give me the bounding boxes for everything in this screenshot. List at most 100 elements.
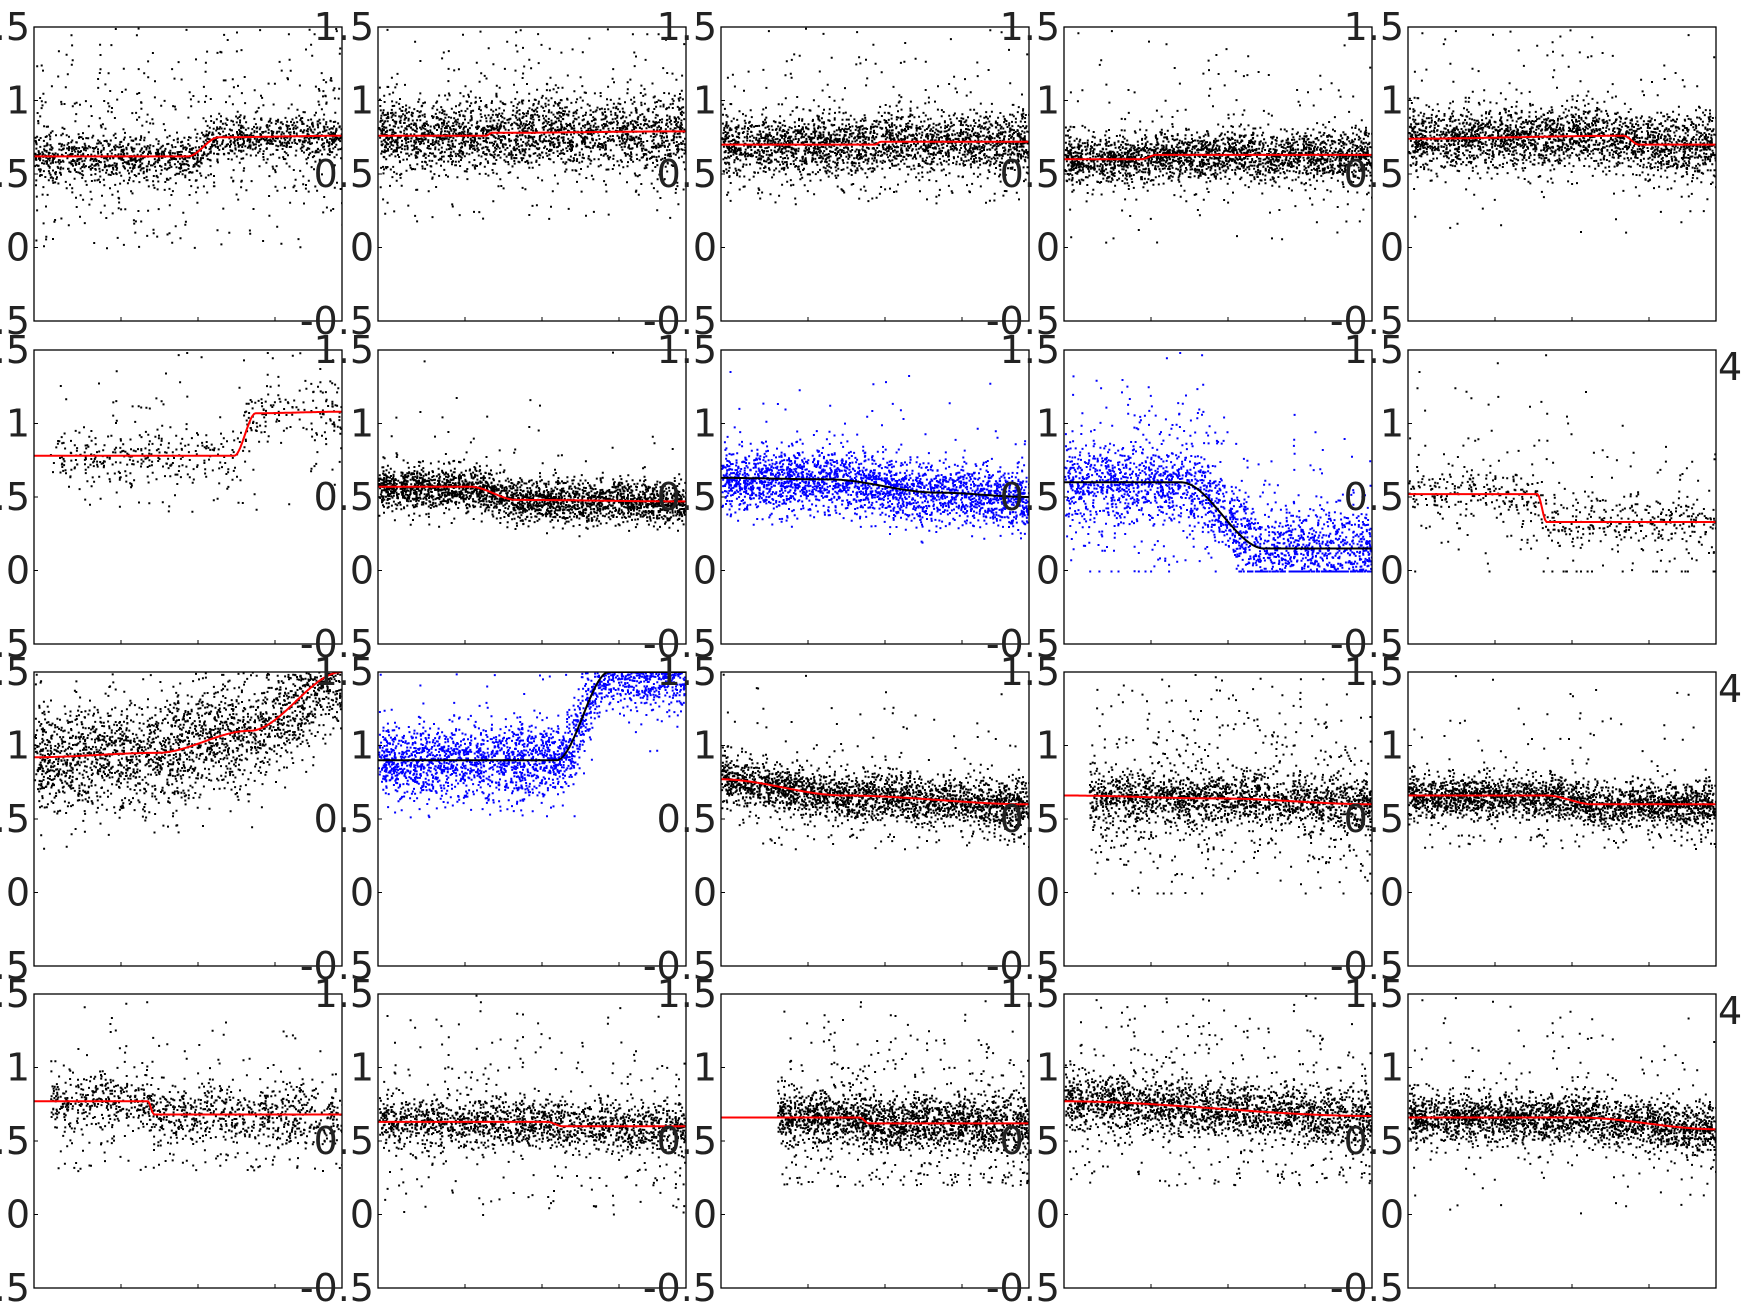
y-tick-label: 0 — [1036, 1193, 1060, 1237]
y-tick-label: 1 — [6, 724, 30, 768]
y-tick-label: 0.5 — [314, 797, 374, 841]
y-tick-label: 0.5 — [657, 152, 717, 196]
y-tick-label: 0 — [6, 1193, 30, 1237]
y-tick-label: 0 — [350, 549, 374, 593]
y-tick-label: 1.5 — [657, 650, 717, 694]
fit-line — [34, 412, 342, 456]
point-cloud — [1064, 352, 1374, 573]
panel-r1-c2 — [378, 27, 688, 321]
y-tick-label: 0 — [693, 871, 717, 915]
scatter-points — [1064, 995, 1374, 1187]
scatter-points — [1408, 997, 1718, 1214]
y-tick-label: 1.5 — [314, 328, 374, 372]
y-tick-label: 0.5 — [1344, 475, 1404, 519]
y-tick-label: 0 — [6, 226, 30, 270]
panel-r4-c2 — [378, 994, 688, 1288]
scatter-points — [378, 28, 688, 222]
point-cloud — [50, 352, 344, 513]
panel-r3-c4 — [1064, 672, 1374, 966]
panel-r4-c5 — [1408, 994, 1718, 1288]
y-tick-label: 1 — [693, 724, 717, 768]
scatter-points — [721, 371, 1031, 544]
scatter-points — [1408, 354, 1718, 572]
point-cloud — [378, 352, 688, 538]
panel-r2-c4 — [1064, 350, 1374, 644]
y-tick-label: 0 — [350, 871, 374, 915]
point-cloud — [1064, 995, 1374, 1187]
axes-frame — [378, 27, 686, 321]
panel-r1-c3 — [721, 27, 1031, 321]
y-tick-label: 0.5 — [1000, 475, 1060, 519]
y-tick-label: 0.5 — [0, 152, 30, 196]
y-tick-label: 0.5 — [314, 1119, 374, 1163]
y-tick-label: 1.5 — [657, 328, 717, 372]
y-tick-label: 1 — [350, 1046, 374, 1090]
point-cloud — [1089, 674, 1374, 895]
y-tick-label: 1.5 — [1344, 972, 1404, 1016]
scatter-points — [34, 28, 344, 250]
y-tick-label: 1.5 — [1000, 5, 1060, 49]
scatter-points — [378, 624, 688, 819]
panel-r1-c5 — [1408, 27, 1718, 321]
y-tick-label: 1 — [1036, 1046, 1060, 1090]
y-tick-label: 0.5 — [314, 152, 374, 196]
y-tick-label: 0.5 — [0, 475, 30, 519]
y-tick-label: 0 — [1380, 549, 1404, 593]
y-tick-label: 0 — [350, 1193, 374, 1237]
y-tick-label: -0.5 — [1330, 1266, 1404, 1310]
axes-frame — [1408, 994, 1716, 1288]
point-cloud — [721, 674, 1031, 851]
scatter-points — [1089, 674, 1374, 895]
scatter-points — [721, 28, 1031, 205]
y-tick-label: 1.5 — [0, 5, 30, 49]
y-tick-label: 0 — [1036, 226, 1060, 270]
y-tick-label: 1.5 — [0, 328, 30, 372]
y-tick-label: 0 — [6, 871, 30, 915]
y-tick-label: 0 — [1380, 226, 1404, 270]
y-tick-label: 0.5 — [0, 797, 30, 841]
y-tick-label: 1.5 — [1000, 650, 1060, 694]
point-cloud — [378, 624, 688, 819]
y-tick-label: 1 — [693, 79, 717, 123]
y-tick-label: -0.5 — [0, 1266, 30, 1310]
y-tick-label: 1 — [6, 1046, 30, 1090]
point-cloud — [379, 995, 688, 1216]
point-cloud — [34, 601, 344, 850]
y-tick-label: 0.5 — [657, 475, 717, 519]
y-tick-label: 0 — [1380, 1193, 1404, 1237]
scatter-points — [50, 1001, 344, 1172]
point-cloud — [777, 1000, 1031, 1187]
y-tick-label: 1 — [693, 402, 717, 446]
point-cloud — [1408, 354, 1718, 572]
partial-tick-label: 4 — [1718, 667, 1742, 711]
point-cloud — [1064, 30, 1374, 244]
point-cloud — [1408, 997, 1718, 1214]
panel-r1-c4 — [1064, 27, 1374, 321]
y-tick-label: 1.5 — [0, 972, 30, 1016]
point-cloud — [378, 28, 688, 222]
y-tick-label: 1.5 — [314, 650, 374, 694]
y-tick-label: 1 — [1380, 79, 1404, 123]
panel-r4-c1 — [34, 994, 344, 1288]
y-tick-label: 1.5 — [1344, 5, 1404, 49]
y-tick-label: 0.5 — [1000, 152, 1060, 196]
panel-r3-c3 — [721, 672, 1031, 966]
y-tick-label: -0.5 — [643, 1266, 717, 1310]
y-tick-label: 0.5 — [1344, 152, 1404, 196]
y-tick-label: 1.5 — [657, 5, 717, 49]
panel-r2-c5 — [1408, 350, 1718, 644]
scatter-points — [34, 601, 344, 850]
axes-frame — [378, 672, 686, 966]
y-tick-label: 1.5 — [1344, 650, 1404, 694]
y-tick-label: 0 — [350, 226, 374, 270]
scatter-points — [1064, 352, 1374, 573]
y-tick-label: 1.5 — [314, 972, 374, 1016]
y-tick-label: 1.5 — [314, 5, 374, 49]
y-tick-label: -0.5 — [300, 1266, 374, 1310]
y-tick-label: 1 — [6, 79, 30, 123]
y-tick-label: 1 — [1380, 724, 1404, 768]
y-tick-label: 0 — [693, 549, 717, 593]
y-tick-label: 1 — [350, 724, 374, 768]
panel-r4-c3 — [721, 994, 1031, 1288]
